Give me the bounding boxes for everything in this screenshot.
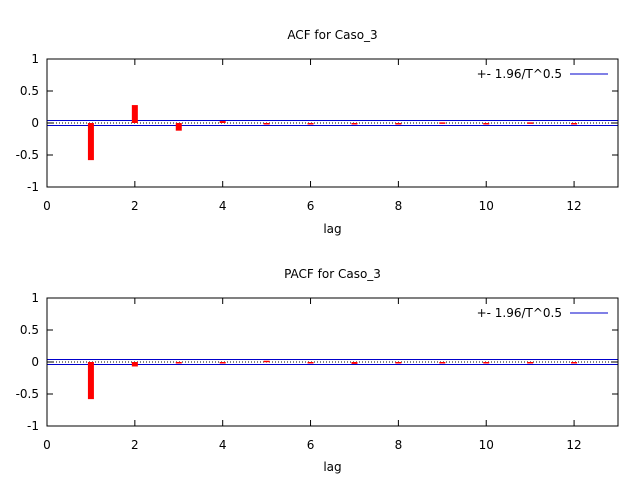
x-tick-label: 8 [395,438,403,452]
correlation-bar [395,362,402,364]
correlation-bar [571,123,578,125]
x-tick-label: 6 [307,199,315,213]
y-tick-label: -0.5 [16,387,39,401]
correlation-bar [527,122,534,124]
legend-label: +- 1.96/T^0.5 [477,306,562,320]
y-tick-label: 0.5 [20,323,39,337]
correlation-bar [131,362,138,367]
y-tick-label: 1 [31,52,39,66]
correlation-bar [263,123,270,125]
correlation-bar [131,105,138,123]
x-tick-label: 0 [43,438,51,452]
y-tick-label: -1 [27,180,39,194]
x-tick-label: 0 [43,199,51,213]
x-tick-label: 4 [219,438,227,452]
x-axis-label: lag [323,460,341,474]
correlation-bar [527,362,534,364]
correlation-bar [439,122,446,124]
legend-label: +- 1.96/T^0.5 [477,67,562,81]
correlation-bar [87,123,94,161]
x-tick-label: 6 [307,438,315,452]
x-tick-label: 8 [395,199,403,213]
y-tick-label: 0 [31,355,39,369]
x-tick-label: 12 [566,199,581,213]
y-tick-label: 1 [31,291,39,305]
correlation-bar [351,362,358,364]
y-tick-label: 0.5 [20,84,39,98]
correlation-bar [219,362,226,364]
correlation-bar [219,121,226,123]
correlation-bar [483,362,490,364]
chart-title: PACF for Caso_3 [284,267,381,281]
x-tick-label: 2 [131,199,139,213]
x-tick-label: 12 [566,438,581,452]
pacf-panel: PACF for Caso_3-1-0.500.510 2 4 6 8 10 12lag+-… [16,267,619,474]
x-tick-label: 2 [131,438,139,452]
correlation-bar [263,360,270,363]
y-tick-label: -0.5 [16,148,39,162]
correlation-bar [175,123,182,131]
y-tick-label: -1 [27,419,39,433]
plot-frame [46,58,619,188]
x-tick-label: 4 [219,199,227,213]
chart-title: ACF for Caso_3 [287,28,377,42]
x-tick-label: 10 [479,438,494,452]
correlation-bar [307,123,314,125]
correlation-bar [571,362,578,364]
x-axis-label: lag [323,222,341,236]
plot-frame [46,297,619,427]
correlation-bar [439,362,446,364]
acf-panel: ACF for Caso_3-1-0.500.510 2 4 6 8 10 12lag+- … [16,28,619,236]
correlation-bar [87,362,94,400]
correlation-bar [175,362,182,364]
correlation-bar [483,123,490,125]
correlation-bar [395,123,402,125]
x-tick-label: 10 [479,199,494,213]
correlation-bar [351,123,358,125]
correlation-bar [307,362,314,364]
y-tick-label: 0 [31,116,39,130]
